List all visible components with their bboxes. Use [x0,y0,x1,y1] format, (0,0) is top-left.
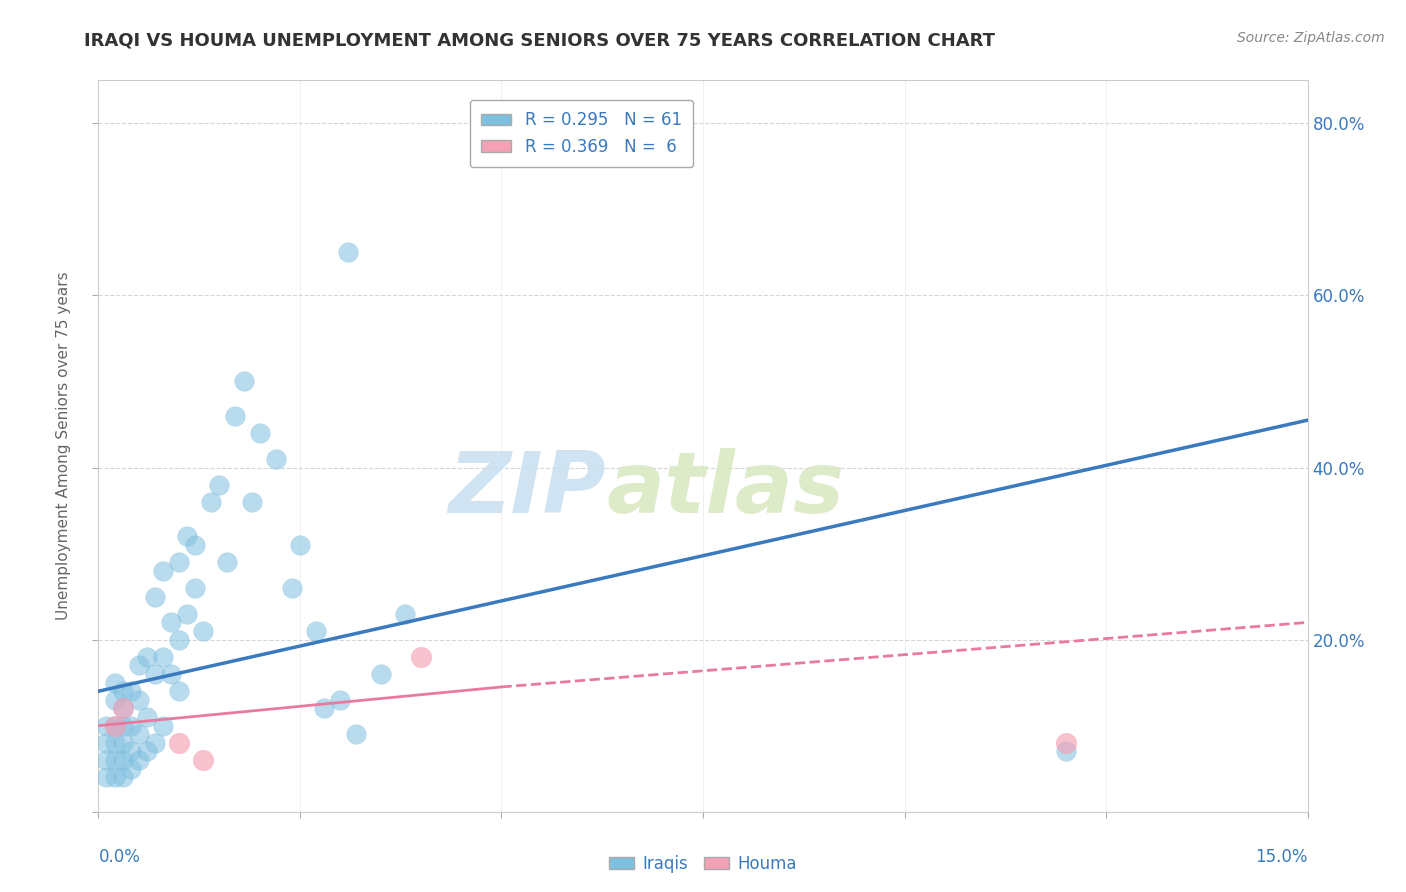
Point [193,624,215,638]
Point [96,770,118,784]
Point [128,693,150,707]
Point [103,693,125,707]
Point [120,744,142,758]
Point [120,762,142,776]
Point [135,710,157,724]
Point [103,719,125,733]
Point [208,477,231,491]
Point [103,770,125,784]
Point [409,649,432,664]
Point [96,753,118,767]
Point [135,744,157,758]
Point [200,495,222,509]
Point [184,538,207,552]
Point [167,632,190,647]
Point [128,727,150,741]
Point [288,538,311,552]
Text: atlas: atlas [606,449,845,532]
Point [249,426,271,441]
Point [167,736,190,750]
Point [152,649,174,664]
Point [128,658,150,673]
Point [370,667,392,681]
Point [111,719,134,733]
Legend: Iraqis, Houma: Iraqis, Houma [602,848,804,880]
Point [111,701,134,715]
Point [217,555,239,569]
Point [240,495,263,509]
Point [394,607,416,621]
Point [160,667,183,681]
Point [135,649,157,664]
Point [120,684,142,698]
Text: IRAQI VS HOUMA UNEMPLOYMENT AMONG SENIORS OVER 75 YEARS CORRELATION CHART: IRAQI VS HOUMA UNEMPLOYMENT AMONG SENIOR… [84,31,995,49]
Point [167,684,190,698]
Text: ZIP: ZIP [449,449,606,532]
Point [96,736,118,750]
Point [232,375,254,389]
Point [344,727,367,741]
Point [193,753,215,767]
Point [143,667,166,681]
Point [103,719,125,733]
Point [224,409,246,423]
Y-axis label: Unemployment Among Seniors over 75 years: Unemployment Among Seniors over 75 years [56,272,72,620]
Text: 0.0%: 0.0% [98,848,141,866]
Point [96,719,118,733]
Point [176,529,198,543]
Point [337,245,360,260]
Point [143,590,166,604]
Point [314,701,336,715]
Point [1054,736,1077,750]
Point [167,555,190,569]
Text: 15.0%: 15.0% [1256,848,1308,866]
Point [120,719,142,733]
Point [103,675,125,690]
Point [160,615,183,630]
Point [143,736,166,750]
Point [103,736,125,750]
Point [329,693,352,707]
Point [111,753,134,767]
Point [128,753,150,767]
Point [103,753,125,767]
Point [152,564,174,578]
Point [176,607,198,621]
Point [111,736,134,750]
Point [264,451,287,466]
Point [184,581,207,595]
Point [1054,744,1077,758]
Point [111,770,134,784]
Point [111,701,134,715]
Point [111,684,134,698]
Point [281,581,304,595]
Point [305,624,328,638]
Legend: R = 0.295   N = 61, R = 0.369   N =  6: R = 0.295 N = 61, R = 0.369 N = 6 [470,100,693,168]
Text: Source: ZipAtlas.com: Source: ZipAtlas.com [1237,31,1385,45]
Point [152,719,174,733]
